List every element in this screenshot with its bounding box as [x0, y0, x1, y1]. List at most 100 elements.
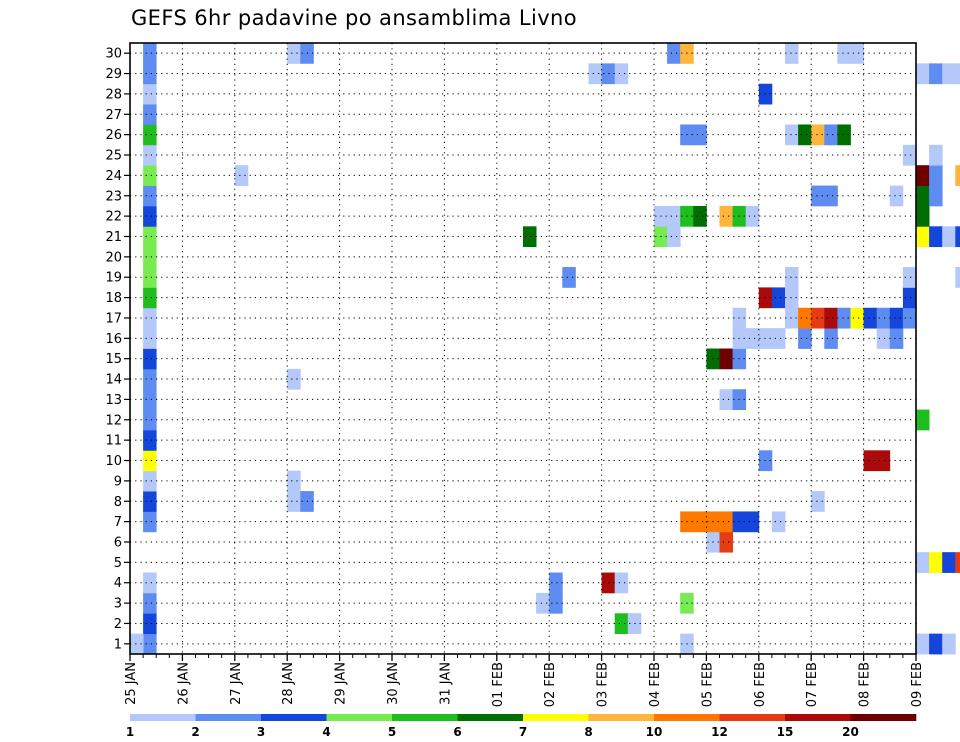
heatmap-cell	[850, 307, 864, 329]
heatmap-cell	[785, 267, 799, 288]
heatmap-cell	[549, 592, 563, 614]
heatmap-cell	[863, 307, 878, 329]
color-scale-label: 8	[584, 725, 592, 739]
heatmap-cell	[942, 552, 956, 573]
color-scale-label: 10	[646, 725, 663, 739]
heatmap-cell	[785, 124, 799, 146]
heatmap-cell	[916, 205, 930, 227]
y-tick-label: 25	[105, 149, 122, 164]
heatmap-cell	[719, 205, 733, 227]
y-tick-label: 6	[114, 535, 122, 550]
color-scale-label: 5	[388, 725, 396, 739]
heatmap-cell	[955, 63, 960, 85]
heatmap-cell	[811, 124, 825, 146]
heatmap-cell	[143, 185, 157, 207]
heatmap-cell	[719, 389, 733, 410]
color-scale-swatch	[457, 714, 524, 721]
y-tick-label: 4	[114, 576, 122, 591]
y-tick-label: 8	[114, 495, 122, 510]
heatmap-cell	[785, 287, 799, 309]
heatmap-cell	[745, 205, 760, 227]
heatmap-cell	[667, 226, 681, 248]
heatmap-cell	[916, 552, 930, 573]
x-tick-label: 30 JAN	[386, 662, 401, 705]
grid-lines	[130, 43, 916, 654]
heatmap-cell	[143, 43, 157, 64]
heatmap-cell	[876, 328, 891, 349]
y-tick-label: 26	[105, 128, 122, 143]
color-scale-swatch	[130, 714, 196, 721]
heatmap-cell	[143, 328, 157, 349]
heatmap-cell	[143, 205, 157, 227]
heatmap-cell	[719, 511, 733, 533]
color-scale-label: 4	[322, 725, 330, 739]
heatmap-cell	[771, 328, 786, 349]
heatmap-cell	[798, 328, 812, 349]
y-tick-label: 29	[105, 67, 122, 82]
heatmap-cell	[942, 226, 956, 248]
y-tick-label: 14	[105, 373, 122, 388]
heatmap-cell	[876, 450, 891, 472]
heatmap-cell	[916, 165, 930, 186]
heatmap-cell	[287, 491, 301, 512]
heatmap-cell	[811, 491, 825, 512]
y-tick-label: 10	[105, 454, 122, 469]
heatmap-cell	[601, 572, 616, 594]
heatmap-cell	[549, 572, 563, 594]
x-tick-label: 29 JAN	[334, 662, 349, 705]
x-tick-label: 08 FEB	[858, 662, 873, 707]
x-tick-label: 02 FEB	[543, 662, 558, 707]
y-tick-label: 23	[105, 189, 122, 204]
x-tick-label: 06 FEB	[753, 662, 768, 707]
y-tick-label: 19	[105, 271, 122, 286]
x-tick-label: 26 JAN	[176, 662, 191, 705]
heatmap-cell	[536, 592, 550, 614]
heatmap-cell	[287, 43, 301, 64]
heatmap-cell	[287, 368, 301, 390]
heatmap-cell	[785, 307, 799, 329]
heatmap-cell	[929, 165, 943, 186]
color-scale-swatch	[654, 714, 720, 721]
y-tick-label: 3	[114, 597, 122, 612]
color-scale-swatch	[195, 714, 262, 721]
x-tick-label: 01 FEB	[491, 662, 506, 707]
color-scale-label: 7	[519, 725, 527, 739]
heatmap-cell	[837, 307, 851, 329]
heatmap-cell	[902, 267, 917, 288]
heatmap-cell	[824, 307, 838, 329]
heatmap-cell	[614, 613, 629, 635]
x-tick-label: 03 FEB	[596, 662, 611, 707]
heatmap-cell	[143, 104, 157, 125]
heatmap-cell	[143, 592, 157, 614]
x-tick-label: 09 FEB	[910, 662, 925, 707]
heatmap-cell	[824, 185, 838, 207]
heatmap-cell	[929, 226, 943, 248]
heatmap-cell	[143, 307, 157, 329]
heatmap-cell	[693, 511, 707, 533]
y-tick-label: 24	[105, 169, 122, 184]
x-tick-label: 31 JAN	[438, 662, 453, 705]
heatmap-cell	[143, 470, 157, 492]
heatmap-cell	[614, 63, 629, 85]
chart-title: GEFS 6hr padavine po ansamblima Livno	[131, 6, 578, 30]
heatmap-cell	[902, 144, 917, 166]
heatmap-cell	[143, 124, 157, 146]
color-scale-label: 6	[453, 725, 461, 739]
y-tick-label: 9	[114, 474, 122, 489]
heatmap-cell	[143, 429, 157, 451]
heatmap-cell	[929, 633, 943, 655]
heatmap-cell	[143, 83, 157, 105]
y-tick-label: 22	[105, 210, 122, 225]
heatmap-cell	[798, 307, 812, 329]
heatmap-cell	[876, 307, 891, 329]
color-scale-swatch	[785, 714, 851, 721]
color-scale-swatch	[719, 714, 786, 721]
y-tick-label: 16	[105, 332, 122, 347]
heatmap-cell	[143, 389, 157, 410]
heatmap-cell	[929, 63, 943, 85]
heatmap-cell	[143, 287, 157, 309]
heatmap-cell	[143, 246, 157, 268]
heatmap-cell	[955, 165, 960, 186]
heatmap-cell	[143, 165, 157, 186]
